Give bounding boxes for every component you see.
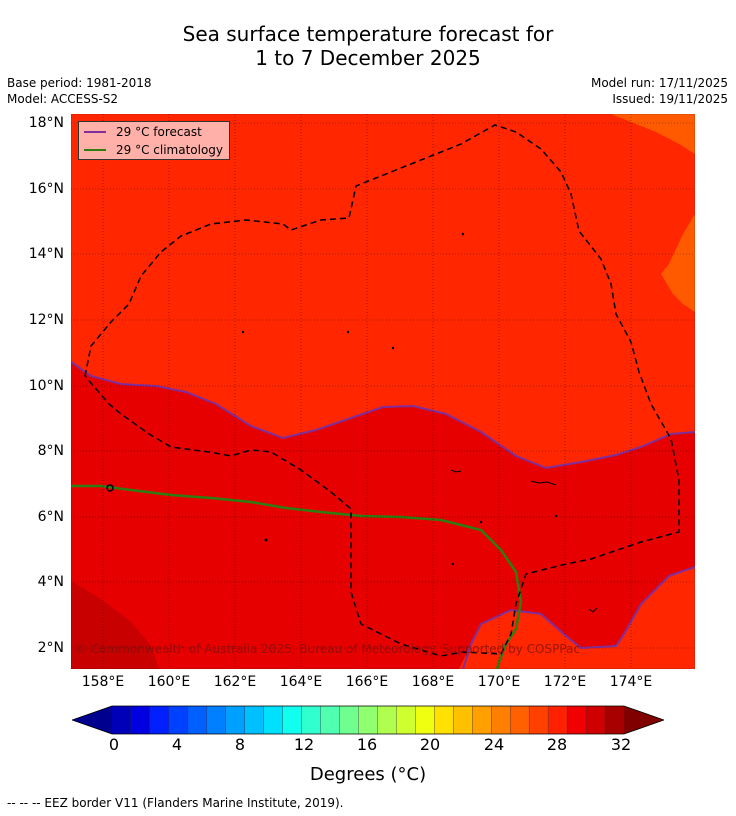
lat-tick: 6°N xyxy=(37,509,64,525)
sst-map: © Commonwealth of Australia 2025, Bureau… xyxy=(71,114,695,669)
lon-tick: 166°E xyxy=(345,674,389,690)
region-30c xyxy=(71,581,159,669)
lon-tick: 160°E xyxy=(147,674,191,690)
island-e xyxy=(479,520,483,524)
forecast-29c-contour-south xyxy=(462,566,695,669)
lat-tick: 16°N xyxy=(28,181,64,197)
lat-tick: 14°N xyxy=(28,246,64,262)
island-marshall-b xyxy=(530,480,557,486)
title-line-1: Sea surface temperature forecast for xyxy=(182,22,554,46)
colorbar-segment xyxy=(301,706,322,734)
colorbar-segment xyxy=(206,706,227,734)
colorbar-segment xyxy=(320,706,341,734)
base-period: Base period: 1981-2018 xyxy=(7,76,152,90)
island-marshall-c xyxy=(588,607,598,613)
colorbar-segment xyxy=(396,706,416,734)
island-marshall-a xyxy=(450,469,462,473)
legend-climatology-label: 29 °C climatology xyxy=(116,143,224,157)
issued-date: Issued: 19/11/2025 xyxy=(612,92,728,106)
colorbar-under-arrow xyxy=(72,706,112,734)
colorbar-segment xyxy=(472,706,492,734)
colorbar-segment xyxy=(510,706,530,734)
colorbar-tick: 32 xyxy=(610,735,632,754)
model-run: Model run: 17/11/2025 xyxy=(590,76,728,90)
colorbar-segment xyxy=(548,706,568,734)
island-i xyxy=(241,330,245,334)
colorbar-tick: 28 xyxy=(546,735,568,754)
colorbar-segment xyxy=(453,706,473,734)
colorbar-tick: 20 xyxy=(419,735,441,754)
colorbar-segment xyxy=(263,706,284,734)
colorbar-segment xyxy=(187,706,208,734)
lat-tick: 12°N xyxy=(28,312,64,328)
colorbar-segment xyxy=(358,706,378,734)
island-h xyxy=(391,346,395,350)
colorbar-segment xyxy=(605,706,625,734)
forecast-29c-contour xyxy=(71,361,695,470)
model-name: Model: ACCESS-S2 xyxy=(7,92,119,106)
legend-climatology: 29 °C climatology xyxy=(84,142,223,158)
island-j xyxy=(451,562,455,566)
map-legend: 29 °C forecast 29 °C climatology xyxy=(78,121,230,160)
lon-tick: 170°E xyxy=(477,674,521,690)
colorbar-tick: 16 xyxy=(356,735,378,754)
lon-tick: 174°E xyxy=(609,674,653,690)
colorbar-segment xyxy=(567,706,587,734)
colorbar-tick: 0 xyxy=(108,735,120,754)
colorbar-segment xyxy=(415,706,435,734)
island-g xyxy=(346,330,350,334)
colorbar-segment xyxy=(529,706,549,734)
colorbar-label: Degrees (°C) xyxy=(309,764,427,785)
island-d xyxy=(554,514,558,518)
lat-tick: 8°N xyxy=(37,443,64,459)
chart-title: Sea surface temperature forecast for 1 t… xyxy=(0,22,736,70)
colorbar-segment xyxy=(130,706,151,734)
eez-footnote: -- -- -- EEZ border V11 (Flanders Marine… xyxy=(7,796,344,810)
colorbar-outline xyxy=(72,705,664,735)
colorbar-segment xyxy=(434,706,454,734)
island-pohnpei xyxy=(106,484,114,492)
colorbar xyxy=(72,705,664,735)
eez-border xyxy=(84,124,680,657)
colorbar-segment xyxy=(282,706,303,734)
colorbar-tick: 24 xyxy=(483,735,505,754)
lon-tick: 168°E xyxy=(411,674,455,690)
colorbar-tick: 12 xyxy=(293,735,315,754)
colorbar-segment xyxy=(491,706,511,734)
island-f xyxy=(461,232,465,236)
gridlines xyxy=(71,114,695,669)
colorbar-over-arrow xyxy=(624,706,664,734)
legend-forecast: 29 °C forecast xyxy=(84,124,202,140)
colorbar-segment xyxy=(339,706,360,734)
colorbar-segment xyxy=(586,706,606,734)
legend-climatology-swatch xyxy=(84,149,106,151)
legend-forecast-swatch xyxy=(84,131,106,133)
colorbar-segment xyxy=(244,706,265,734)
colorbar-tick: 4 xyxy=(171,735,183,754)
lon-tick: 162°E xyxy=(213,674,257,690)
meta-left: Base period: 1981-2018 Model: ACCESS-S2 xyxy=(7,75,152,107)
lat-tick: 4°N xyxy=(37,574,64,590)
lat-tick: 18°N xyxy=(28,115,64,131)
meta-right: Model run: 17/11/2025 Issued: 19/11/2025 xyxy=(591,75,728,107)
title-line-2: 1 to 7 December 2025 xyxy=(255,46,481,70)
lon-tick: 164°E xyxy=(279,674,323,690)
colorbar-tick: 8 xyxy=(234,735,246,754)
colorbar-segment xyxy=(112,706,132,734)
region-27c xyxy=(611,114,695,312)
copyright-text: © Commonwealth of Australia 2025, Bureau… xyxy=(75,642,580,656)
lon-tick: 172°E xyxy=(543,674,587,690)
legend-forecast-label: 29 °C forecast xyxy=(116,125,202,139)
colorbar-segment xyxy=(225,706,246,734)
colorbar-segment xyxy=(168,706,189,734)
lon-tick: 158°E xyxy=(81,674,125,690)
lat-tick: 2°N xyxy=(37,640,64,656)
lat-tick: 10°N xyxy=(28,378,64,394)
colorbar-segment xyxy=(377,706,397,734)
island-kosrae xyxy=(264,538,268,542)
colorbar-segment xyxy=(149,706,170,734)
